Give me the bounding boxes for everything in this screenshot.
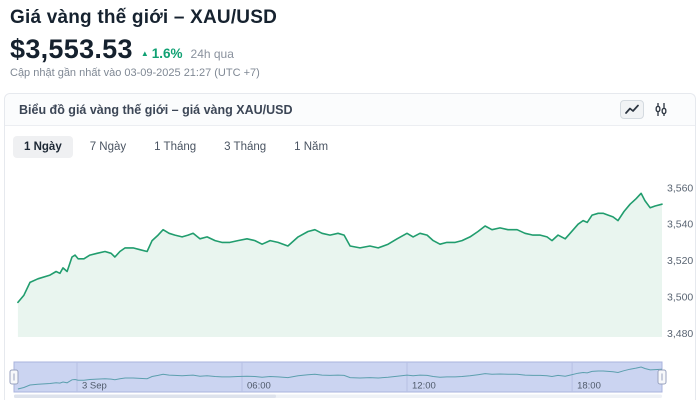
price-row: $3,553.53 ▲ 1.6% 24h qua bbox=[10, 34, 234, 65]
line-chart-toggle[interactable] bbox=[620, 100, 644, 119]
chart-panel-header: Biểu đồ giá vàng thế giới – giá vàng XAU… bbox=[5, 94, 695, 126]
change-percent: 1.6% bbox=[151, 46, 183, 61]
chart-panel: Biểu đồ giá vàng thế giới – giá vàng XAU… bbox=[4, 93, 696, 400]
candlestick-icon bbox=[655, 103, 667, 116]
range-tabs: 1 Ngày 7 Ngày 1 Tháng 3 Tháng 1 Năm bbox=[13, 136, 695, 158]
current-price: $3,553.53 bbox=[10, 34, 133, 64]
range-tab-3[interactable]: 1 Tháng bbox=[143, 136, 207, 158]
up-arrow-icon: ▲ bbox=[140, 49, 149, 58]
range-tab-5[interactable]: 1 Năm bbox=[283, 136, 339, 158]
line-chart-icon bbox=[625, 104, 639, 114]
chart-panel-title: Biểu đồ giá vàng thế giới – giá vàng XAU… bbox=[19, 102, 293, 117]
chart-type-toolbar bbox=[620, 100, 681, 119]
change-period: 24h qua bbox=[190, 47, 234, 61]
range-tab-1[interactable]: 1 Ngày bbox=[13, 136, 73, 158]
range-tab-2[interactable]: 7 Ngày bbox=[79, 136, 137, 158]
last-updated: Cập nhật gần nhất vào 03-09-2025 21:27 (… bbox=[10, 67, 260, 79]
price-change: ▲ 1.6% bbox=[141, 46, 183, 61]
page-title: Giá vàng thế giới – XAU/USD bbox=[10, 7, 278, 28]
range-tab-4[interactable]: 3 Tháng bbox=[213, 136, 277, 158]
candlestick-toggle[interactable] bbox=[649, 100, 673, 119]
